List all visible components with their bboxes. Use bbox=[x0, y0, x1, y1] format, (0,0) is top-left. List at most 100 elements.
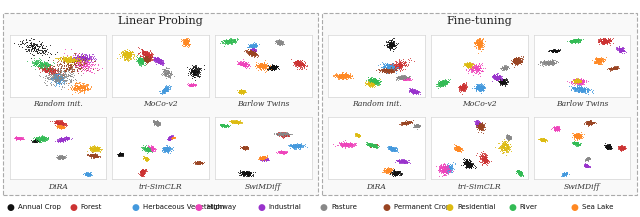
Point bbox=[572, 142, 582, 145]
Point bbox=[218, 124, 228, 127]
Point bbox=[504, 136, 514, 140]
Point bbox=[549, 48, 559, 52]
Point bbox=[248, 42, 258, 46]
Point bbox=[278, 133, 289, 136]
Point bbox=[411, 125, 421, 129]
Point bbox=[141, 157, 152, 161]
Point bbox=[158, 88, 168, 92]
Point bbox=[577, 80, 587, 83]
Point bbox=[454, 87, 465, 91]
Point bbox=[369, 143, 379, 147]
Point bbox=[603, 145, 613, 149]
Point bbox=[560, 172, 570, 175]
Point bbox=[399, 122, 410, 125]
Point bbox=[141, 156, 151, 160]
Point bbox=[583, 121, 593, 124]
Point bbox=[473, 122, 483, 125]
Point bbox=[249, 48, 259, 52]
Point bbox=[237, 89, 248, 92]
Point bbox=[550, 128, 561, 132]
Point bbox=[501, 65, 511, 69]
Point bbox=[141, 55, 151, 59]
Point bbox=[151, 58, 161, 62]
Point bbox=[369, 143, 380, 147]
Point bbox=[435, 82, 445, 85]
Point bbox=[384, 171, 394, 174]
Point bbox=[161, 73, 171, 77]
Point bbox=[351, 133, 362, 136]
Point bbox=[189, 68, 199, 72]
Point bbox=[462, 160, 472, 164]
Point bbox=[571, 39, 581, 42]
Point bbox=[191, 66, 202, 69]
Point bbox=[219, 123, 229, 127]
Point bbox=[265, 66, 275, 69]
Point bbox=[474, 85, 484, 89]
Point bbox=[95, 154, 105, 158]
Point bbox=[279, 133, 289, 136]
Point bbox=[168, 136, 179, 140]
Point bbox=[228, 119, 238, 123]
Point bbox=[472, 66, 482, 69]
Point bbox=[584, 156, 594, 159]
Point bbox=[559, 172, 569, 176]
Point bbox=[152, 120, 162, 124]
Point bbox=[600, 39, 611, 42]
Point bbox=[280, 150, 290, 154]
Point bbox=[112, 56, 122, 60]
Point bbox=[72, 56, 82, 60]
Point bbox=[462, 62, 472, 66]
Point bbox=[369, 143, 380, 146]
Point bbox=[371, 143, 381, 147]
Point bbox=[370, 82, 380, 86]
Point bbox=[401, 77, 411, 81]
Point bbox=[145, 146, 156, 150]
Point bbox=[436, 82, 446, 85]
Point bbox=[572, 40, 582, 43]
Point bbox=[384, 146, 394, 149]
Point bbox=[160, 89, 170, 93]
Point bbox=[368, 143, 378, 147]
Point bbox=[237, 89, 247, 92]
Point bbox=[231, 119, 241, 122]
Point bbox=[396, 173, 406, 177]
Point bbox=[388, 147, 399, 151]
Point bbox=[33, 139, 43, 143]
Point bbox=[181, 44, 191, 47]
Point bbox=[282, 134, 292, 137]
Point bbox=[278, 150, 289, 153]
Point bbox=[569, 79, 579, 82]
Point bbox=[388, 44, 398, 48]
Point bbox=[75, 63, 85, 67]
Point bbox=[501, 136, 511, 139]
Point bbox=[582, 158, 592, 161]
Point bbox=[392, 170, 402, 173]
Point bbox=[291, 143, 301, 146]
Point bbox=[405, 87, 415, 90]
Point bbox=[385, 148, 396, 151]
Point bbox=[445, 168, 456, 172]
Point bbox=[474, 82, 484, 86]
Point bbox=[399, 159, 410, 162]
Point bbox=[169, 136, 179, 139]
Point bbox=[367, 144, 378, 147]
Point bbox=[138, 147, 148, 151]
Point bbox=[481, 157, 491, 161]
Point bbox=[503, 135, 513, 138]
Point bbox=[474, 127, 484, 130]
Point bbox=[549, 49, 559, 53]
Point bbox=[194, 161, 204, 165]
Point bbox=[495, 149, 506, 152]
Point bbox=[21, 38, 31, 41]
Point bbox=[352, 133, 362, 137]
Point bbox=[501, 81, 511, 85]
Point bbox=[560, 172, 570, 176]
Point bbox=[354, 133, 364, 137]
Point bbox=[560, 173, 570, 176]
Point bbox=[476, 46, 486, 49]
Point bbox=[337, 72, 347, 76]
Point bbox=[412, 124, 422, 128]
Point bbox=[492, 76, 502, 80]
Point bbox=[495, 84, 505, 87]
Point bbox=[51, 119, 61, 122]
